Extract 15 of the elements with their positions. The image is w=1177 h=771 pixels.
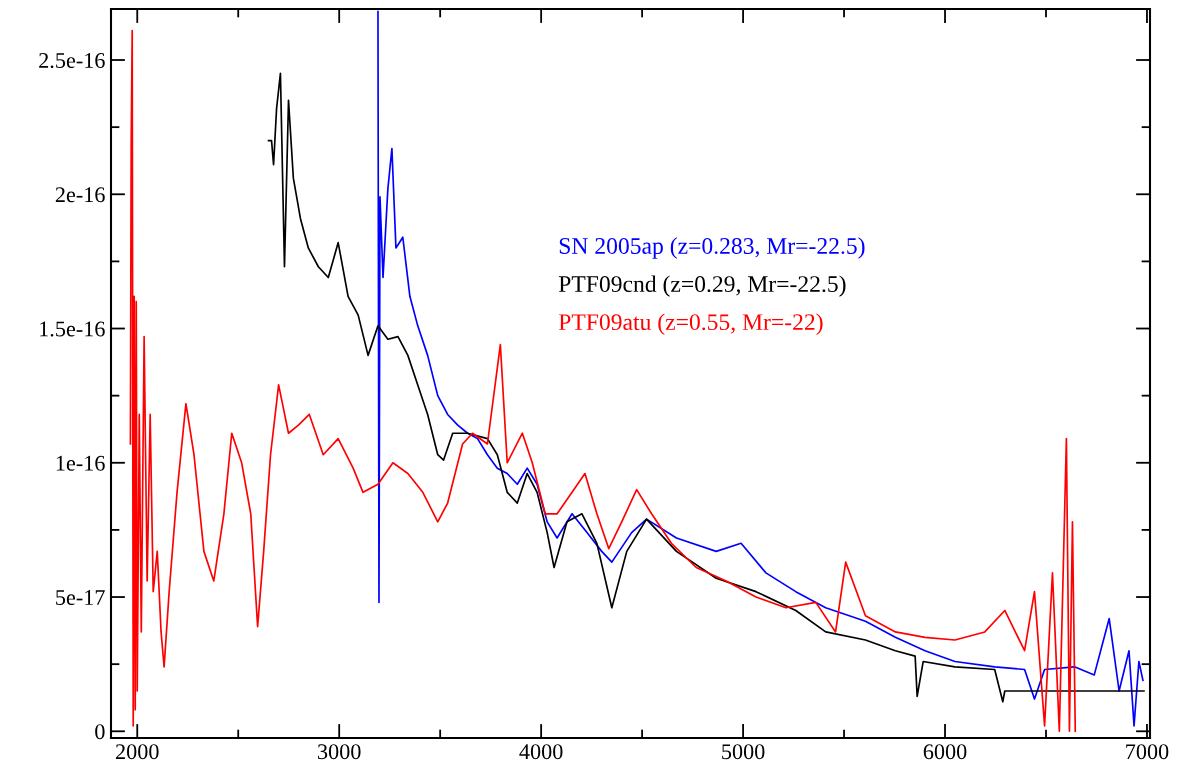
y-tick-label: 5e-17 (56, 590, 105, 605)
x-tick-label: 5000 (722, 744, 765, 760)
x-tick-label: 3000 (318, 744, 361, 760)
y-tick-label: 1.5e-16 (40, 321, 105, 337)
x-tick-label: 2000 (116, 744, 159, 760)
text: SN 2005ap (z=0.283, Mr=-22.5) (559, 237, 865, 259)
y-tick-label: 2.5e-16 (39, 53, 105, 69)
text: PTF09cnd (z=0.29, Mr=-22.5) (558, 275, 846, 297)
text: PTF09atu (z=0.55, Mr=-22) (558, 313, 823, 335)
y-tick-label: 0 (95, 724, 105, 740)
x-tick-label: 7000 (1126, 744, 1169, 760)
x-tick-label: 6000 (923, 744, 967, 760)
y-tick-label: 2e-16 (55, 187, 105, 203)
x-tick-label: 4000 (519, 744, 563, 760)
y-tick-label: 1e-16 (56, 455, 105, 471)
